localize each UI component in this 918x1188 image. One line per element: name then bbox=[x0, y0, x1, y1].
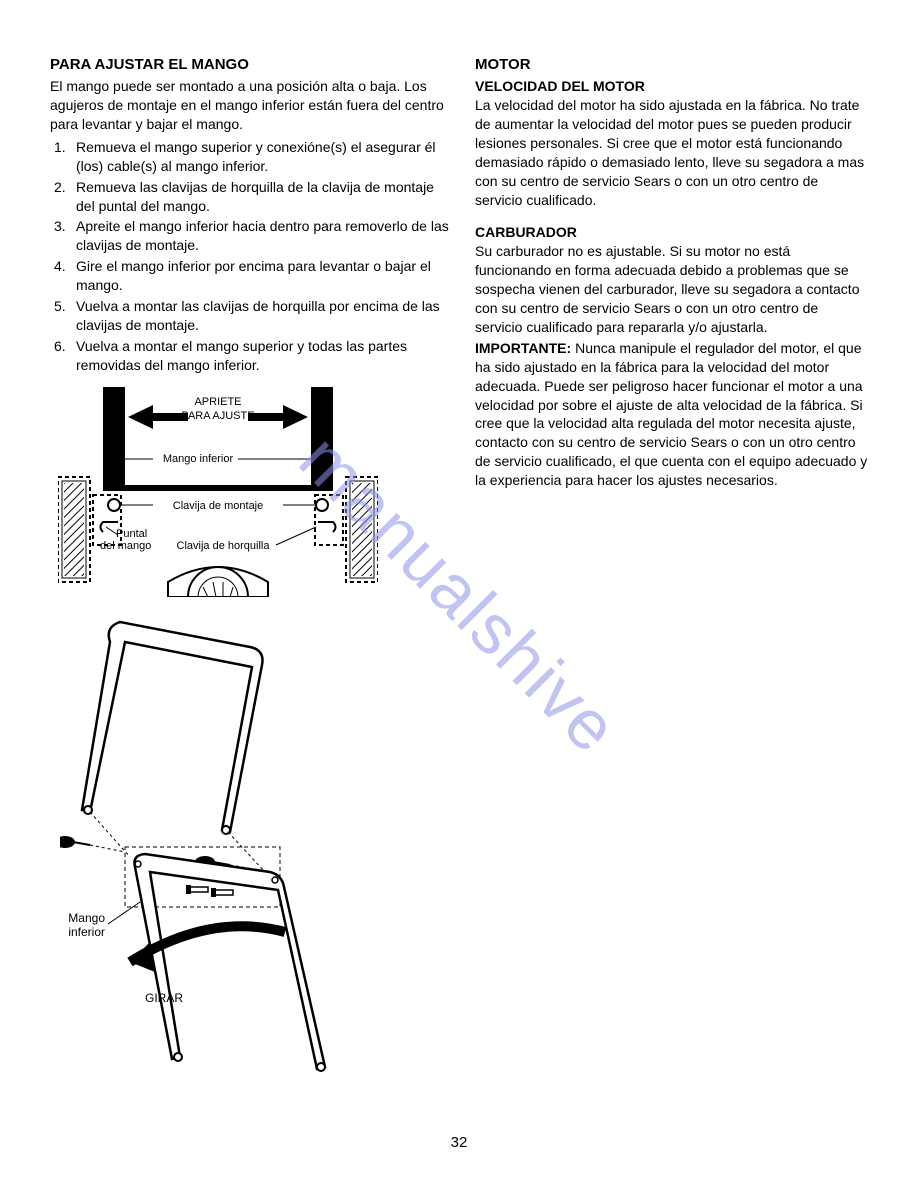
label-mango-inferior: Mango inferior bbox=[163, 453, 234, 465]
label-inferior: inferior bbox=[68, 925, 105, 939]
label-para-ajuste: PARA AJUSTE bbox=[181, 410, 254, 422]
content-columns: PARA AJUSTAR EL MANGO El mango puede ser… bbox=[50, 55, 868, 1086]
label-del-mango: del mango bbox=[100, 540, 151, 552]
sub2-body: Su carburador no es ajustable. Si su mot… bbox=[475, 242, 868, 336]
step-item: Remueva el mango superior y conexióne(s)… bbox=[50, 138, 455, 176]
importante-paragraph: IMPORTANTE: Nunca manipule el regulador … bbox=[475, 339, 868, 490]
diagram-handle-rotate: Mango inferior GIRAR bbox=[60, 612, 390, 1082]
right-heading: MOTOR bbox=[475, 55, 868, 75]
left-heading: PARA AJUSTAR EL MANGO bbox=[50, 55, 455, 75]
left-column: PARA AJUSTAR EL MANGO El mango puede ser… bbox=[50, 55, 455, 1086]
step-item: Vuelva a montar las clavijas de horquill… bbox=[50, 297, 455, 335]
label-clavija-montaje: Clavija de montaje bbox=[173, 500, 264, 512]
label-apriete: APRIETE bbox=[194, 396, 241, 408]
step-item: Remueva las clavijas de horquilla de la … bbox=[50, 178, 455, 216]
steps-list: Remueva el mango superior y conexióne(s)… bbox=[50, 138, 455, 375]
label-puntal: Puntal bbox=[116, 528, 147, 540]
sub1-heading: VELOCIDAD DEL MOTOR bbox=[475, 77, 868, 96]
importante-body: Nunca manipule el regulador del motor, e… bbox=[475, 340, 867, 488]
diagram-handle-adjust: APRIETE PARA AJUSTE Mango inferior Clavi… bbox=[58, 387, 378, 597]
step-item: Vuelva a montar el mango superior y toda… bbox=[50, 337, 455, 375]
sub1-body: La velocidad del motor ha sido ajustada … bbox=[475, 96, 868, 209]
label-girar: GIRAR bbox=[145, 991, 183, 1005]
right-column: MOTOR VELOCIDAD DEL MOTOR La velocidad d… bbox=[475, 55, 868, 1086]
label-mango: Mango bbox=[68, 911, 105, 925]
page-number: 32 bbox=[0, 1133, 918, 1153]
step-item: Apreite el mango inferior hacia dentro p… bbox=[50, 217, 455, 255]
step-item: Gire el mango inferior por encima para l… bbox=[50, 257, 455, 295]
sub2-heading: CARBURADOR bbox=[475, 223, 868, 242]
left-intro: El mango puede ser montado a una posició… bbox=[50, 77, 455, 134]
label-clavija-horquilla: Clavija de horquilla bbox=[177, 540, 271, 552]
importante-label: IMPORTANTE: bbox=[475, 340, 571, 356]
